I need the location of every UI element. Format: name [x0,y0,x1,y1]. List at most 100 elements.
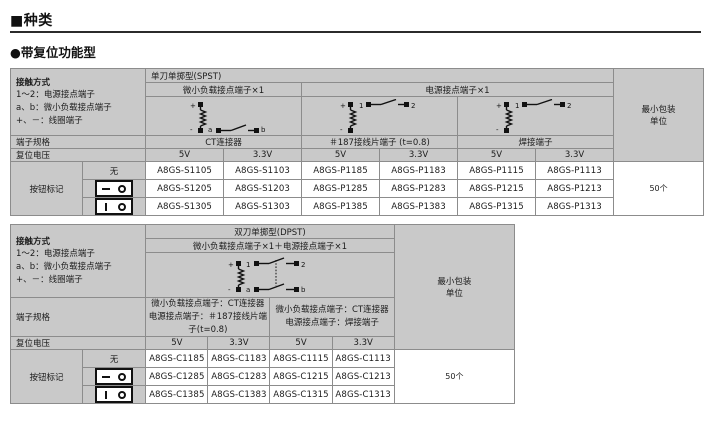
voltage-1: 5V [145,148,225,162]
mark-none-cell: 无 [81,161,147,180]
label-minus: - [496,126,499,133]
table-row: A8GS-C1385 A8GS-C1383 A8GS-C1315 A8GS-C1… [11,385,515,405]
table-row: 接触方式 1～2：电源接点端子 a、b：微小负载接点端子 +、－：线圈端子 双刀… [9,223,516,351]
pack-qty-1: 50个 [613,161,705,216]
group-header-dpst: 微小负载接点端子×1＋电源接点端子×1 [145,238,395,253]
label-plus: + [340,102,346,110]
part-number: A8GS-P1115 [457,161,537,180]
part-number: A8GS-P1215 [457,179,537,198]
part-number: A8GS-P1285 [301,179,381,198]
part-number: A8GS-C1215 [269,367,333,387]
contact-method-line2: 1～2：电源接点端子 [16,90,95,101]
label-a: a [208,126,212,133]
table-row: 端子规格 CT连接器 ＃187接线片端子 (t=0.8) 焊接端子 [9,135,704,149]
label-a: a [246,286,250,294]
table-row: 接触方式 1～2：电源接点端子 a、b：微小负载接点端子 +、－：线圈端子 单刀… [9,68,705,162]
table-row: A8GS-S1305 A8GS-S1303 A8GS-P1385 A8GS-P1… [11,197,704,216]
table-row: A8GS-C1285 A8GS-C1283 A8GS-C1215 A8GS-C1… [11,367,515,387]
mark-bar-circle-cell [81,179,147,198]
voltage-4: 3.3V [331,336,395,351]
terminal-spec-3: 焊接端子 [457,135,615,149]
label-2: 2 [567,102,571,110]
terminal-spec-1-line2: 电源接点端子：＃187接线片端子(t=0.8) [148,311,267,335]
part-number: A8GS-S1303 [223,197,303,216]
part-number: A8GS-P1283 [379,179,459,198]
terminal-spec-2-line2: 电源接点端子：焊接端子 [285,318,379,329]
group-header-micro-load: 微小负载接点端子×1 [145,82,303,97]
label-minus: - [340,126,343,133]
label-minus: - [190,126,193,133]
part-number: A8GS-P1183 [379,161,459,180]
table-row: 复位电压 5V 3.3V 5V 3.3V [9,336,515,351]
circuit-diagram-spst-power-a: + - 1 2 [302,99,457,133]
table-row: + - 1 2 [11,252,515,298]
table-row: 端子规格 微小负载接点端子：CT连接器 电源接点端子：＃187接线片端子(t=0… [9,296,515,338]
title-divider [10,31,701,33]
part-number: A8GS-S1203 [223,179,303,198]
dpst-type-table: 接触方式 1～2：电源接点端子 a、b：微小负载接点端子 +、－：线圈端子 双刀… [9,223,516,405]
contact-method-line4: +、－：线圈端子 [16,115,83,126]
voltage-3: 5V [269,336,333,351]
contact-method-line2: 1～2：电源接点端子 [16,249,95,260]
part-number: A8GS-C1183 [207,349,271,369]
terminal-spec-label: 端子规格 [9,135,147,149]
contact-method-cell-2: 接触方式 1～2：电源接点端子 a、b：微小负载接点端子 +、－：线圈端子 [9,224,147,298]
mark-none-cell: 无 [82,349,147,369]
group-header-power-contact: 电源接点端子×1 [301,82,615,97]
reset-voltage-label: 复位电压 [9,148,147,162]
label-plus: + [228,261,234,269]
voltage-2: 3.3V [223,148,303,162]
terminal-spec-1-line1: 微小负载接点端子：CT连接器 [151,299,265,309]
min-pack-line2: 单位 [445,289,463,300]
mark-line-circle-cell [82,385,147,405]
circuit-diagram-power-2-cell: + - 1 2 [457,96,615,136]
contact-method-line3: a、b：微小负载接点端子 [16,103,112,113]
label-2: 2 [301,261,305,269]
voltage-3: 5V [301,148,381,162]
terminal-spec-2: ＃187接线片端子 (t=0.8) [301,135,459,149]
terminal-spec-1: CT连接器 [145,135,303,149]
voltage-4: 3.3V [379,148,459,162]
voltage-6: 3.3V [535,148,615,162]
spst-microload-svg: + - a b [190,102,266,133]
label-1: 1 [246,261,250,269]
voltage-5: 5V [457,148,537,162]
circuit-diagram-micro-load-cell: + - a b [145,96,303,136]
label-1: 1 [515,102,519,110]
table-row: A8GS-S1205 A8GS-S1203 A8GS-P1285 A8GS-P1… [11,179,704,198]
part-number: A8GS-P1213 [535,179,615,198]
table-row: 微小负载接点端子×1 电源接点端子×1 [11,82,704,97]
contact-method-cell: 接触方式 1～2：电源接点端子 a、b：微小负载接点端子 +、－：线圈端子 [9,68,147,136]
part-number: A8GS-S1305 [145,197,225,216]
contact-method-line3: a、b：微小负载接点端子 [16,262,112,272]
page-title: ■种类 [10,13,53,29]
label-1: 1 [359,102,363,110]
part-number: A8GS-P1185 [301,161,381,180]
spst-type-table: 接触方式 1～2：电源接点端子 a、b：微小负载接点端子 +、－：线圈端子 单刀… [9,68,705,216]
circuit-diagram-dpst-cell: + - 1 2 [145,252,395,298]
spst-power-b-svg: + - 1 2 [496,99,571,133]
button-mark-label-2: 按钮标记 [9,349,84,405]
min-pack-line2: 单位 [650,117,668,127]
part-number: A8GS-C1283 [207,367,271,387]
line-circle-icon [95,386,134,404]
label-plus: + [496,102,502,110]
mark-line-circle-cell [81,197,147,216]
mark-bar-circle-cell [82,367,147,387]
part-number: A8GS-S1105 [145,161,225,180]
spst-type-title: 单刀单掷型(SPST) [145,68,615,83]
subsection-title: ●带复位功能型 [10,45,96,60]
table-row: 按钮标记 无 A8GS-C1185 A8GS-C1183 A8GS-C1115 … [9,349,516,405]
part-number: A8GS-P1383 [379,197,459,216]
terminal-spec-group-2: 微小负载接点端子：CT连接器 电源接点端子：焊接端子 [269,296,395,338]
part-number: A8GS-P1385 [301,197,381,216]
circuit-diagram-power-1-cell: + - 1 2 [301,96,459,136]
bar-circle-icon [95,368,134,386]
part-number: A8GS-S1103 [223,161,303,180]
circuit-diagram-spst-power-b: + - 1 2 [458,99,613,133]
circuit-diagram-spst-microload: + - a b [146,99,301,133]
spst-power-a-svg: + - 1 2 [340,99,415,133]
reset-voltage-label-2: 复位电压 [9,336,147,351]
part-number: A8GS-C1113 [331,349,395,369]
